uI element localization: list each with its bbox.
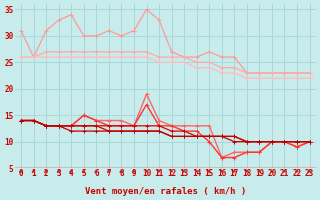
X-axis label: Vent moyen/en rafales ( km/h ): Vent moyen/en rafales ( km/h )	[85, 187, 246, 196]
